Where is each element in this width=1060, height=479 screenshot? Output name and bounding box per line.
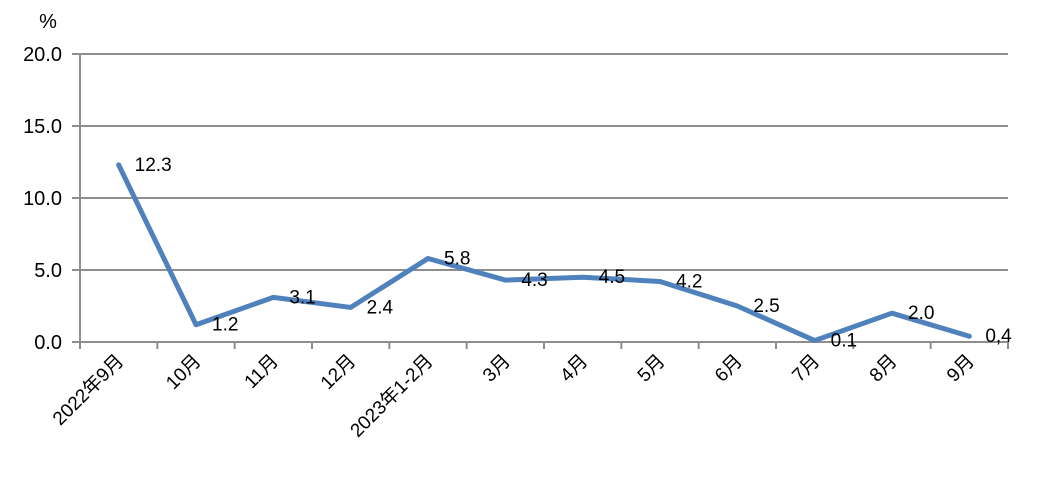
- x-tick-label: 4月: [556, 351, 592, 387]
- data-label: 2.4: [367, 297, 394, 318]
- data-label: 2.0: [908, 303, 934, 324]
- x-tick-label: 7月: [788, 351, 824, 387]
- data-label: 0,4: [985, 326, 1012, 347]
- y-tick-label: 20.0: [23, 44, 62, 66]
- chart-plot: 0.0 5.0 10.0 15.0 20.0 2022年9月 10月 11月 12月2023年1…: [23, 44, 1012, 442]
- data-label: 0.1: [831, 331, 857, 352]
- data-label: 12.3: [135, 155, 172, 176]
- x-tick-label: 8月: [866, 351, 902, 387]
- x-tick-label: 2022年9月: [48, 350, 128, 430]
- data-label: 3.1: [289, 287, 315, 308]
- data-label: 1.2: [212, 315, 238, 336]
- data-label: 2.5: [753, 296, 779, 317]
- x-tick-label: 3月: [479, 351, 515, 387]
- data-label: 4.3: [521, 270, 547, 291]
- data-label: 4.5: [599, 267, 625, 288]
- y-tick-label: 10.0: [23, 188, 62, 210]
- y-tick-label: 5.0: [34, 260, 62, 282]
- series-line: [116, 162, 972, 344]
- y-tick-label: 15.0: [23, 116, 62, 138]
- x-tick-label: 11月: [241, 351, 283, 393]
- x-tick-label: 6月: [711, 351, 747, 387]
- y-tick-label: 0.0: [34, 332, 62, 354]
- data-label: 4.2: [676, 272, 702, 293]
- x-tick-label: 12月: [317, 351, 360, 394]
- x-tick-label: 5月: [634, 351, 670, 387]
- x-tick-label: 2023年1-2月: [346, 350, 438, 442]
- x-tick-label: 10月: [162, 351, 205, 394]
- data-label: 5.8: [444, 248, 470, 269]
- y-axis-unit-label: %: [39, 11, 57, 33]
- x-tick-label: 9月: [943, 351, 979, 387]
